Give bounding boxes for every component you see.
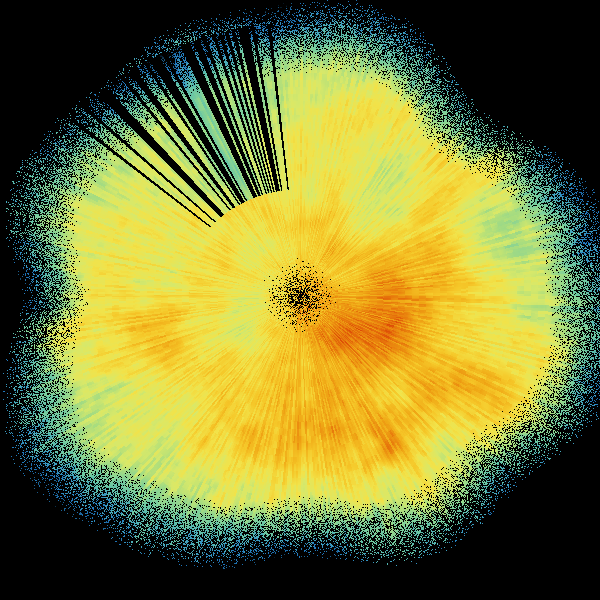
radar-display-viewport <box>0 0 600 600</box>
radar-reflectivity-heatmap <box>0 0 600 600</box>
